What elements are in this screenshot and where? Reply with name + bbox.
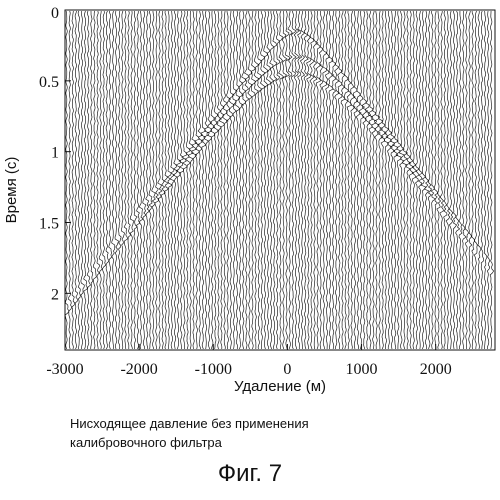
x-tick-label: 1000 bbox=[346, 361, 378, 378]
x-axis-title: Удаление (м) bbox=[234, 378, 326, 395]
x-tick-label: -1000 bbox=[195, 361, 232, 378]
y-tick-label: 0 bbox=[51, 5, 59, 22]
y-tick-label: 1.5 bbox=[39, 216, 59, 233]
x-tick-label: 0 bbox=[283, 361, 291, 378]
y-tick-label: 2 bbox=[51, 286, 59, 303]
x-tick-label: 2000 bbox=[420, 361, 452, 378]
figure-caption: Нисходящее давление без применения калиб… bbox=[70, 414, 430, 452]
y-axis-title: Время (с) bbox=[3, 157, 20, 224]
caption-line-1: Нисходящее давление без применения bbox=[70, 414, 430, 433]
y-tick-label: 1 bbox=[51, 145, 59, 162]
x-tick-label: -2000 bbox=[120, 361, 157, 378]
y-tick-label: 0.5 bbox=[39, 74, 59, 91]
caption-line-2: калибровочного фильтра bbox=[70, 433, 430, 452]
figure-label: Фиг. 7 bbox=[0, 460, 500, 488]
x-tick-label: -3000 bbox=[46, 361, 83, 378]
